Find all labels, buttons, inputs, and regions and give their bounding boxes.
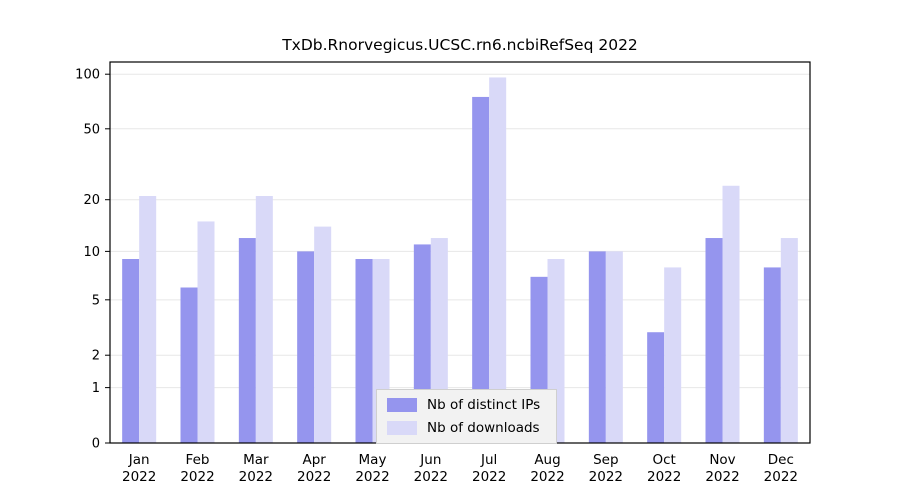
legend: Nb of distinct IPs Nb of downloads	[376, 389, 558, 444]
legend-item-downloads: Nb of downloads	[387, 420, 540, 436]
x-label-month-9: Oct	[652, 452, 675, 468]
bar-nb-of-distinct-ips-may-2022	[355, 259, 373, 443]
bar-nb-of-downloads-oct-2022	[664, 267, 682, 443]
legend-label-distinct-ips: Nb of distinct IPs	[427, 397, 541, 413]
bar-nb-of-distinct-ips-dec-2022	[763, 267, 781, 443]
y-tick-label-2: 2	[92, 349, 100, 364]
bar-nb-of-distinct-ips-jan-2022	[122, 259, 140, 443]
x-label-year-11: 2022	[764, 469, 798, 485]
x-label-year-9: 2022	[647, 469, 681, 485]
x-label-year-7: 2022	[530, 469, 564, 485]
x-label-month-10: Nov	[709, 452, 735, 468]
x-label-year-6: 2022	[472, 469, 506, 485]
bar-nb-of-distinct-ips-sep-2022	[588, 251, 606, 443]
x-label-year-3: 2022	[297, 469, 331, 485]
x-label-year-0: 2022	[122, 469, 156, 485]
bar-nb-of-distinct-ips-apr-2022	[297, 251, 315, 443]
legend-item-distinct-ips: Nb of distinct IPs	[387, 397, 540, 413]
x-label-year-4: 2022	[355, 469, 389, 485]
bar-nb-of-distinct-ips-feb-2022	[180, 287, 198, 443]
x-label-month-5: Jun	[419, 452, 441, 468]
x-label-month-7: Aug	[534, 452, 560, 468]
y-tick-label-20: 20	[83, 193, 100, 208]
bar-nb-of-downloads-jan-2022	[139, 195, 157, 443]
x-label-month-6: Jul	[480, 452, 497, 468]
y-tick-label-1: 1	[92, 381, 100, 396]
x-label-month-8: Sep	[593, 452, 618, 468]
x-label-month-4: May	[359, 452, 387, 468]
bar-nb-of-downloads-mar-2022	[255, 195, 273, 443]
x-label-year-10: 2022	[705, 469, 739, 485]
x-label-month-11: Dec	[768, 452, 794, 468]
y-tick-label-5: 5	[92, 293, 100, 308]
bar-nb-of-distinct-ips-mar-2022	[238, 238, 256, 443]
legend-swatch-downloads	[387, 421, 417, 435]
y-tick-label-10: 10	[83, 245, 100, 260]
y-tick-label-50: 50	[83, 122, 100, 137]
bar-nb-of-downloads-sep-2022	[605, 251, 623, 443]
x-label-year-5: 2022	[414, 469, 448, 485]
legend-label-downloads: Nb of downloads	[427, 420, 540, 436]
bar-nb-of-downloads-apr-2022	[314, 226, 332, 443]
bar-nb-of-downloads-feb-2022	[197, 221, 215, 443]
x-label-month-2: Mar	[243, 452, 269, 468]
x-label-year-2: 2022	[239, 469, 273, 485]
bar-nb-of-distinct-ips-jul-2022	[472, 96, 490, 443]
x-label-month-0: Jan	[128, 452, 150, 468]
x-label-month-3: Apr	[302, 452, 326, 468]
x-label-month-1: Feb	[186, 452, 210, 468]
bar-nb-of-downloads-nov-2022	[722, 185, 740, 443]
chart-title: TxDb.Rnorvegicus.UCSC.rn6.ncbiRefSeq 202…	[282, 36, 638, 54]
bar-nb-of-distinct-ips-oct-2022	[647, 332, 665, 443]
bar-nb-of-downloads-dec-2022	[780, 238, 798, 443]
legend-swatch-distinct-ips	[387, 398, 417, 412]
bar-nb-of-distinct-ips-nov-2022	[705, 238, 723, 443]
plot-border	[109, 61, 811, 444]
x-label-year-8: 2022	[589, 469, 623, 485]
x-label-year-1: 2022	[180, 469, 214, 485]
bar-nb-of-downloads-jul-2022	[489, 77, 507, 444]
y-tick-label-0: 0	[92, 437, 100, 452]
y-tick-label-100: 100	[75, 68, 100, 83]
